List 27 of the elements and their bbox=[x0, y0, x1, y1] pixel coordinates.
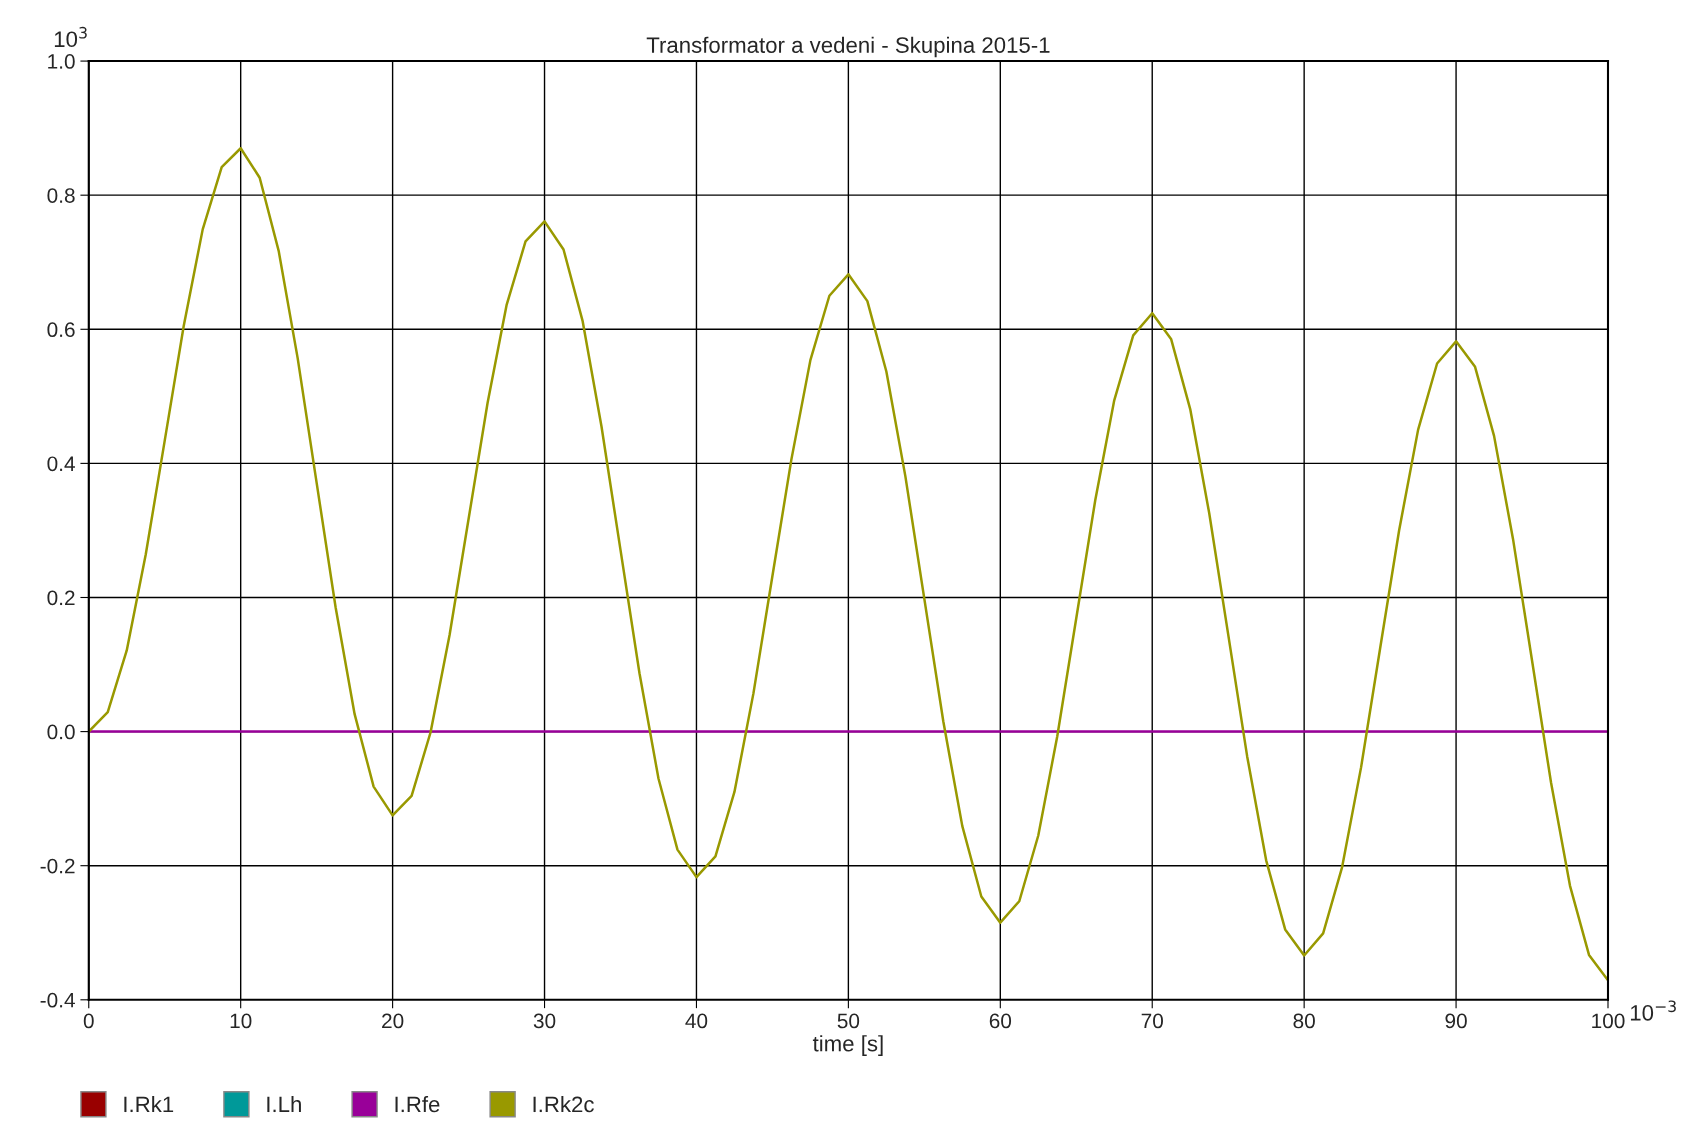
x-tick-label: 100 bbox=[1592, 1013, 1625, 1029]
y-tick-label: 0.0 bbox=[47, 724, 75, 740]
x-tick-label: 70 bbox=[1141, 1013, 1163, 1029]
x-axis-title: time [s] bbox=[812, 1035, 883, 1056]
x-tick-label: 20 bbox=[382, 1013, 404, 1029]
x-tick-label: 50 bbox=[837, 1013, 860, 1029]
x-tick-label: 60 bbox=[989, 1013, 1012, 1029]
y-tick-label: 0.6 bbox=[47, 322, 75, 338]
legend-label: I.Rk2c bbox=[533, 1095, 594, 1113]
y-tick-label: 0.4 bbox=[47, 456, 75, 472]
y-tick-label: 0.8 bbox=[47, 188, 75, 203]
legend-label: I.Lh bbox=[267, 1095, 301, 1113]
x-tick-label: 0 bbox=[83, 1013, 94, 1029]
y-tick-label: 1.0 bbox=[48, 54, 75, 69]
x-tick-label: 30 bbox=[533, 1013, 556, 1029]
y-tick-label: -0.2 bbox=[40, 858, 75, 874]
legend-label: I.Rk1 bbox=[124, 1095, 174, 1113]
y-tick-label: 0.2 bbox=[47, 590, 75, 606]
legend-label: I.Rfe bbox=[395, 1095, 440, 1113]
text: 10$^{−3}$ bbox=[1630, 1000, 1676, 1021]
x-tick-label: 80 bbox=[1293, 1013, 1315, 1029]
x-tick-label: 40 bbox=[685, 1013, 708, 1029]
x-tick-label: 10 bbox=[230, 1013, 252, 1029]
chart-title: Transformator a vedeni - Skupina 2015-1 bbox=[646, 36, 1050, 58]
y-tick-label: -0.4 bbox=[40, 992, 75, 1008]
text: 10$^{3}$ bbox=[54, 26, 87, 48]
x-tick-label: 90 bbox=[1445, 1013, 1467, 1029]
